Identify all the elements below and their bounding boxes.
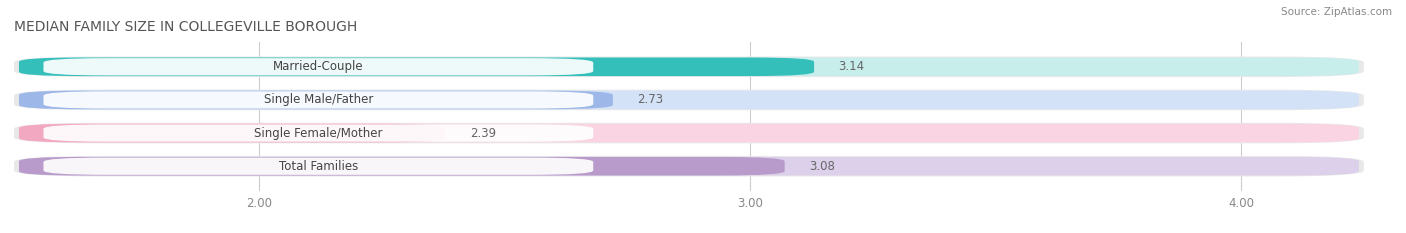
Text: Total Families: Total Families xyxy=(278,160,359,173)
FancyBboxPatch shape xyxy=(44,124,593,142)
FancyBboxPatch shape xyxy=(18,91,1360,109)
Text: 2.39: 2.39 xyxy=(471,127,496,140)
Text: Married-Couple: Married-Couple xyxy=(273,60,364,73)
FancyBboxPatch shape xyxy=(18,124,1360,142)
FancyBboxPatch shape xyxy=(44,91,593,109)
Text: 3.08: 3.08 xyxy=(810,160,835,173)
FancyBboxPatch shape xyxy=(44,158,593,175)
FancyBboxPatch shape xyxy=(14,156,1364,176)
Text: 2.73: 2.73 xyxy=(637,93,664,106)
Text: Source: ZipAtlas.com: Source: ZipAtlas.com xyxy=(1281,7,1392,17)
FancyBboxPatch shape xyxy=(14,57,1364,77)
Text: Single Female/Mother: Single Female/Mother xyxy=(254,127,382,140)
FancyBboxPatch shape xyxy=(44,58,593,75)
FancyBboxPatch shape xyxy=(14,123,1364,143)
FancyBboxPatch shape xyxy=(18,124,446,142)
FancyBboxPatch shape xyxy=(18,157,785,175)
FancyBboxPatch shape xyxy=(18,58,1360,76)
FancyBboxPatch shape xyxy=(18,91,613,109)
Text: 3.14: 3.14 xyxy=(838,60,865,73)
FancyBboxPatch shape xyxy=(18,157,1360,175)
Text: MEDIAN FAMILY SIZE IN COLLEGEVILLE BOROUGH: MEDIAN FAMILY SIZE IN COLLEGEVILLE BOROU… xyxy=(14,20,357,34)
FancyBboxPatch shape xyxy=(18,58,814,76)
FancyBboxPatch shape xyxy=(14,90,1364,110)
Text: Single Male/Father: Single Male/Father xyxy=(264,93,373,106)
